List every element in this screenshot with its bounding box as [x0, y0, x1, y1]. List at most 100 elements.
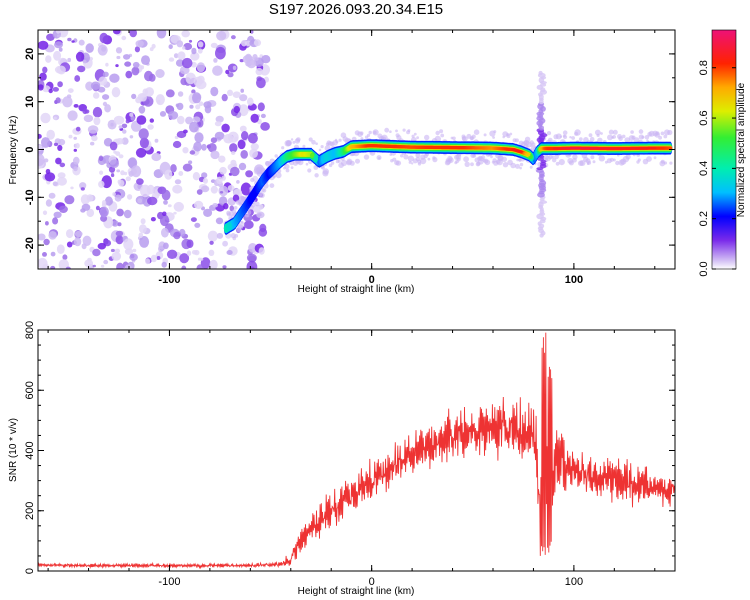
noise-blob: [215, 217, 224, 225]
noise-blob: [134, 46, 140, 53]
noise-blob: [159, 111, 167, 117]
noise-blob: [163, 200, 168, 205]
noise-blob: [221, 123, 230, 133]
x-tick-label: -100: [158, 576, 180, 588]
noise-blob: [48, 231, 57, 240]
ridge-halo-blob: [590, 155, 595, 160]
noise-blob: [215, 115, 224, 123]
noise-blob: [48, 192, 56, 199]
noise-blob: [196, 62, 206, 73]
noise-blob: [260, 122, 270, 131]
noise-blob: [151, 43, 156, 49]
noise-blob: [253, 39, 262, 47]
snr-y-axis-label: SNR (10 * v/v): [8, 418, 19, 482]
noise-blob: [164, 169, 173, 180]
noise-blob: [38, 133, 42, 139]
noise-blob: [181, 57, 193, 69]
noise-blob: [233, 163, 238, 168]
ridge-halo-blob: [655, 131, 660, 136]
noise-blob: [57, 81, 63, 88]
noise-blob: [67, 110, 78, 121]
noise-blob: [166, 249, 178, 259]
noise-blob: [151, 152, 162, 162]
snr-plot: -100 0 100 0 200 400 600 800 Height of straight…: [8, 321, 676, 597]
ridge-halo-blob: [416, 136, 419, 140]
noise-blob: [234, 136, 238, 141]
y-tick-label: -20: [24, 237, 36, 253]
ridge-halo-blob: [318, 148, 322, 152]
ridge-halo-blob: [600, 132, 603, 135]
ridge-halo-blob: [660, 131, 665, 136]
noise-blob: [132, 61, 140, 68]
noise-blob: [139, 224, 147, 234]
spike-blob: [540, 83, 547, 87]
colorbar-label: Normalized spectral amplitude: [736, 82, 747, 217]
ridge-halo-blob: [238, 202, 243, 206]
ridge-halo-blob: [509, 132, 513, 136]
ridge-halo-blob: [355, 158, 360, 164]
ridge-halo-blob: [395, 133, 400, 138]
noise-blob: [173, 201, 184, 212]
noise-blob: [196, 264, 204, 269]
ridge-halo-blob: [663, 161, 668, 165]
x-tick-label: 100: [565, 274, 583, 286]
noise-blob: [73, 237, 82, 247]
spectrogram-y-axis-label: Frequency (Hz): [8, 116, 19, 185]
noise-blob: [53, 116, 57, 120]
noise-blob: [201, 172, 208, 179]
noise-blob: [140, 218, 146, 225]
noise-blob: [129, 253, 138, 261]
noise-blob: [232, 65, 237, 70]
noise-blob: [93, 92, 100, 99]
noise-blob: [223, 203, 229, 210]
noise-blob: [129, 112, 134, 117]
ridge-halo-blob: [558, 159, 565, 166]
noise-blob: [113, 30, 121, 35]
ridge-halo-blob: [547, 137, 553, 143]
ridge-halo-blob: [579, 160, 586, 166]
ridge-halo-blob: [435, 130, 440, 136]
ridge-halo-blob: [567, 157, 574, 164]
noise-blob: [141, 55, 150, 65]
ridge-halo-blob: [587, 160, 592, 165]
noise-blob: [118, 125, 123, 129]
x-tick-label: -100: [158, 274, 180, 286]
noise-blob: [120, 170, 125, 176]
noise-blob: [188, 160, 193, 165]
ridge-halo-blob: [589, 136, 595, 142]
ridge-halo-blob: [440, 133, 445, 138]
noise-blob: [173, 231, 181, 240]
noise-blob: [115, 138, 124, 145]
noise-blob: [255, 67, 263, 76]
noise-blob: [200, 185, 210, 193]
noise-blob: [100, 264, 105, 268]
ridge-halo-blob: [607, 134, 613, 141]
ridge-halo-blob: [262, 188, 267, 193]
noise-blob: [227, 185, 235, 192]
noise-blob: [118, 154, 124, 159]
noise-blob: [67, 88, 74, 93]
noise-blob: [191, 89, 196, 94]
noise-blob: [130, 115, 135, 121]
noise-blob: [58, 138, 66, 146]
noise-blob: [252, 205, 261, 213]
ridge-blob: [667, 146, 673, 150]
noise-blob: [209, 259, 218, 269]
noise-blob: [229, 143, 238, 153]
noise-blob: [87, 125, 99, 134]
noise-blob: [66, 229, 74, 239]
noise-blob: [110, 173, 115, 178]
noise-blob: [52, 181, 58, 186]
noise-blob: [127, 194, 133, 200]
ridge-halo-blob: [641, 135, 645, 139]
ridge-halo-blob: [592, 160, 596, 164]
noise-blob: [198, 101, 204, 106]
noise-blob: [240, 88, 244, 93]
noise-blob: [123, 171, 128, 176]
noise-blob: [197, 41, 204, 48]
noise-blob: [82, 235, 92, 246]
ridge-halo-blob: [659, 160, 666, 167]
noise-blob: [172, 140, 182, 149]
noise-blob: [97, 44, 108, 56]
noise-blob: [241, 39, 247, 47]
